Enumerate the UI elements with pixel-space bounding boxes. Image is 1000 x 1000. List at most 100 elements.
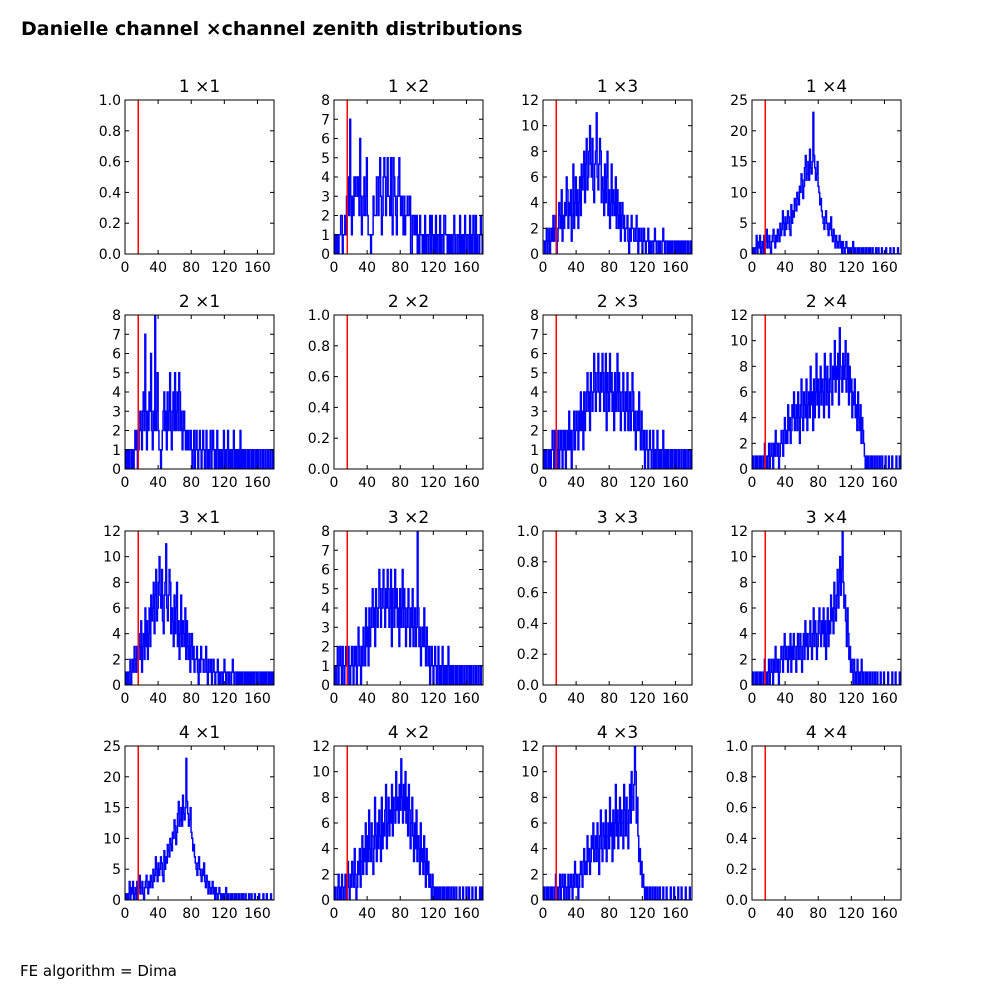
y-tick-label: 0 [321, 247, 330, 263]
axes-frame [124, 745, 275, 901]
histogram-series [334, 118, 483, 254]
y-tick-label: 0 [112, 462, 121, 478]
y-tick-label: 12 [521, 739, 539, 755]
x-tick-label: 120 [838, 475, 865, 491]
y-tick-label: 4 [112, 385, 121, 401]
y-tick-label: 0.4 [308, 400, 330, 416]
x-tick-label: 40 [776, 691, 794, 707]
y-tick-label: 0 [321, 893, 330, 909]
x-tick-label: 120 [211, 691, 238, 707]
histogram-series [334, 758, 483, 900]
x-tick-label: 0 [121, 691, 130, 707]
x-tick-label: 160 [662, 906, 689, 922]
x-tick-label: 0 [748, 691, 757, 707]
y-tick-label: 4 [530, 196, 539, 212]
panel-title: 4 ×4 [806, 723, 847, 743]
y-tick-label: 0 [530, 462, 539, 478]
x-tick-label: 160 [662, 691, 689, 707]
figure-title: Danielle channel ×channel zenith distrib… [21, 18, 523, 40]
y-tick-label: 1.0 [726, 739, 748, 755]
x-tick-label: 160 [662, 260, 689, 276]
histogram-series [125, 757, 274, 900]
y-tick-label: 0 [530, 893, 539, 909]
y-tick-label: 0.0 [517, 678, 539, 694]
panel-title: 2 ×2 [388, 292, 429, 312]
histogram-panel: 4 ×2 0 40 80 120 160 0 2 4 6 8 10 12 [312, 723, 484, 922]
y-tick-label: 1.0 [99, 93, 121, 109]
x-tick-label: 80 [182, 475, 200, 491]
panel-title: 2 ×3 [597, 292, 638, 312]
axes-frame [751, 745, 902, 901]
y-tick-label: 1 [112, 443, 121, 459]
x-tick-label: 0 [330, 906, 339, 922]
x-tick-label: 40 [567, 260, 585, 276]
x-tick-label: 40 [149, 475, 167, 491]
x-tick-label: 160 [244, 475, 271, 491]
y-tick-label: 4 [112, 627, 121, 643]
y-tick-label: 0.6 [517, 586, 539, 602]
x-tick-label: 120 [629, 260, 656, 276]
x-tick-label: 120 [838, 691, 865, 707]
y-tick-label: 8 [530, 308, 539, 324]
x-tick-label: 0 [748, 260, 757, 276]
x-tick-label: 80 [391, 475, 409, 491]
histogram-panel: 4 ×4 0 40 80 120 160 0.0 0.2 0.4 0.6 0.8 1.0 [726, 723, 902, 922]
x-tick-label: 0 [121, 906, 130, 922]
x-tick-label: 40 [567, 691, 585, 707]
y-tick-label: 0.0 [308, 462, 330, 478]
x-tick-label: 80 [391, 691, 409, 707]
y-tick-label: 4 [530, 842, 539, 858]
x-tick-label: 80 [809, 475, 827, 491]
y-tick-label: 1.0 [308, 308, 330, 324]
y-tick-label: 25 [103, 739, 121, 755]
x-tick-label: 80 [600, 475, 618, 491]
x-tick-label: 80 [391, 906, 409, 922]
histogram-panel: 3 ×4 0 40 80 120 160 0 2 4 6 8 10 12 [730, 508, 902, 707]
y-tick-label: 6 [321, 132, 330, 148]
x-tick-label: 160 [871, 906, 898, 922]
y-tick-label: 0.4 [99, 185, 121, 201]
x-tick-label: 0 [539, 691, 548, 707]
y-tick-label: 8 [739, 575, 748, 591]
x-tick-label: 40 [149, 260, 167, 276]
y-tick-label: 6 [739, 601, 748, 617]
y-tick-label: 6 [739, 385, 748, 401]
y-tick-label: 6 [530, 170, 539, 186]
x-tick-label: 120 [211, 475, 238, 491]
y-tick-label: 0 [739, 247, 748, 263]
y-tick-label: 7 [321, 112, 330, 128]
panel-title: 3 ×2 [388, 508, 429, 528]
y-tick-label: 6 [321, 563, 330, 579]
histogram-panel: 2 ×2 0 40 80 120 160 0.0 0.2 0.4 0.6 0.8 1.0 [308, 292, 484, 491]
x-tick-label: 120 [420, 691, 447, 707]
y-tick-label: 4 [739, 411, 748, 427]
y-tick-label: 0.0 [726, 893, 748, 909]
y-tick-label: 25 [730, 93, 748, 109]
y-tick-label: 10 [103, 831, 121, 847]
panel-title: 1 ×1 [179, 77, 220, 97]
y-tick-label: 2 [321, 640, 330, 656]
x-tick-label: 80 [391, 260, 409, 276]
panel-title: 4 ×3 [597, 723, 638, 743]
x-tick-label: 40 [358, 260, 376, 276]
histogram-panel: 3 ×1 0 40 80 120 160 0 2 4 6 8 10 12 [103, 508, 275, 707]
y-tick-label: 2 [530, 221, 539, 237]
y-tick-label: 10 [730, 334, 748, 350]
y-tick-label: 5 [530, 366, 539, 382]
histogram-panel: 1 ×1 0 40 80 120 160 0.0 0.2 0.4 0.6 0.8 1.0 [99, 77, 275, 276]
x-tick-label: 160 [453, 691, 480, 707]
y-tick-label: 0.6 [726, 801, 748, 817]
y-tick-label: 8 [112, 575, 121, 591]
y-tick-label: 0.8 [726, 770, 748, 786]
y-tick-label: 0.2 [308, 431, 330, 447]
y-tick-label: 20 [730, 124, 748, 140]
x-tick-label: 120 [838, 260, 865, 276]
y-tick-label: 3 [530, 404, 539, 420]
histogram-panel: 1 ×3 0 40 80 120 160 0 2 4 6 8 10 12 [521, 77, 693, 276]
y-tick-label: 0.6 [308, 370, 330, 386]
x-tick-label: 40 [567, 906, 585, 922]
y-tick-label: 10 [730, 550, 748, 566]
y-tick-label: 2 [321, 209, 330, 225]
y-tick-label: 0 [739, 462, 748, 478]
